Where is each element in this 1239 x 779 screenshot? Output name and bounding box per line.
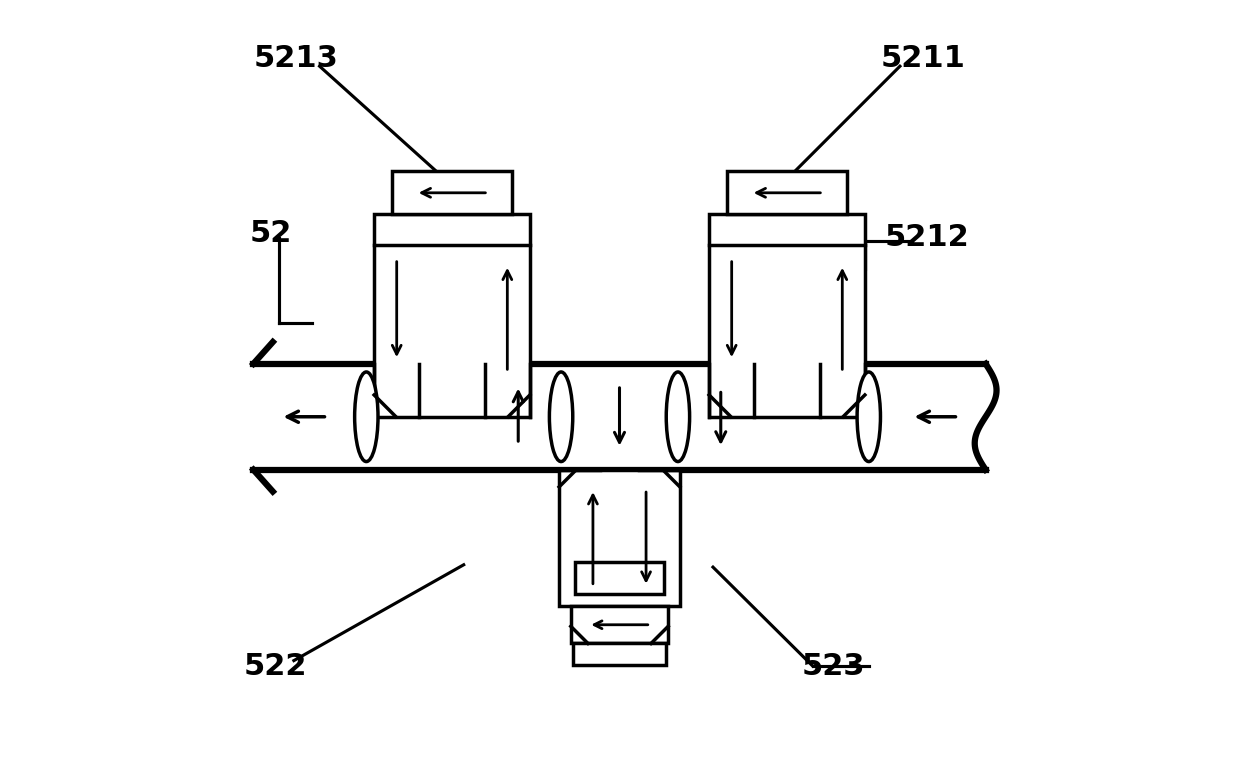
Bar: [575, 562, 664, 594]
Bar: [574, 643, 665, 665]
Text: 52: 52: [250, 219, 292, 249]
Bar: [374, 214, 530, 417]
Bar: [571, 606, 668, 643]
Bar: [709, 214, 865, 417]
Bar: [559, 470, 680, 606]
Bar: [726, 171, 847, 214]
Ellipse shape: [667, 372, 690, 461]
Ellipse shape: [857, 372, 881, 461]
Text: 5211: 5211: [881, 44, 965, 73]
Text: 522: 522: [243, 651, 307, 681]
Text: 523: 523: [802, 651, 866, 681]
Text: 5212: 5212: [885, 223, 970, 252]
Ellipse shape: [549, 372, 572, 461]
Bar: [392, 171, 513, 214]
Ellipse shape: [354, 372, 378, 461]
Text: 5213: 5213: [254, 44, 338, 73]
